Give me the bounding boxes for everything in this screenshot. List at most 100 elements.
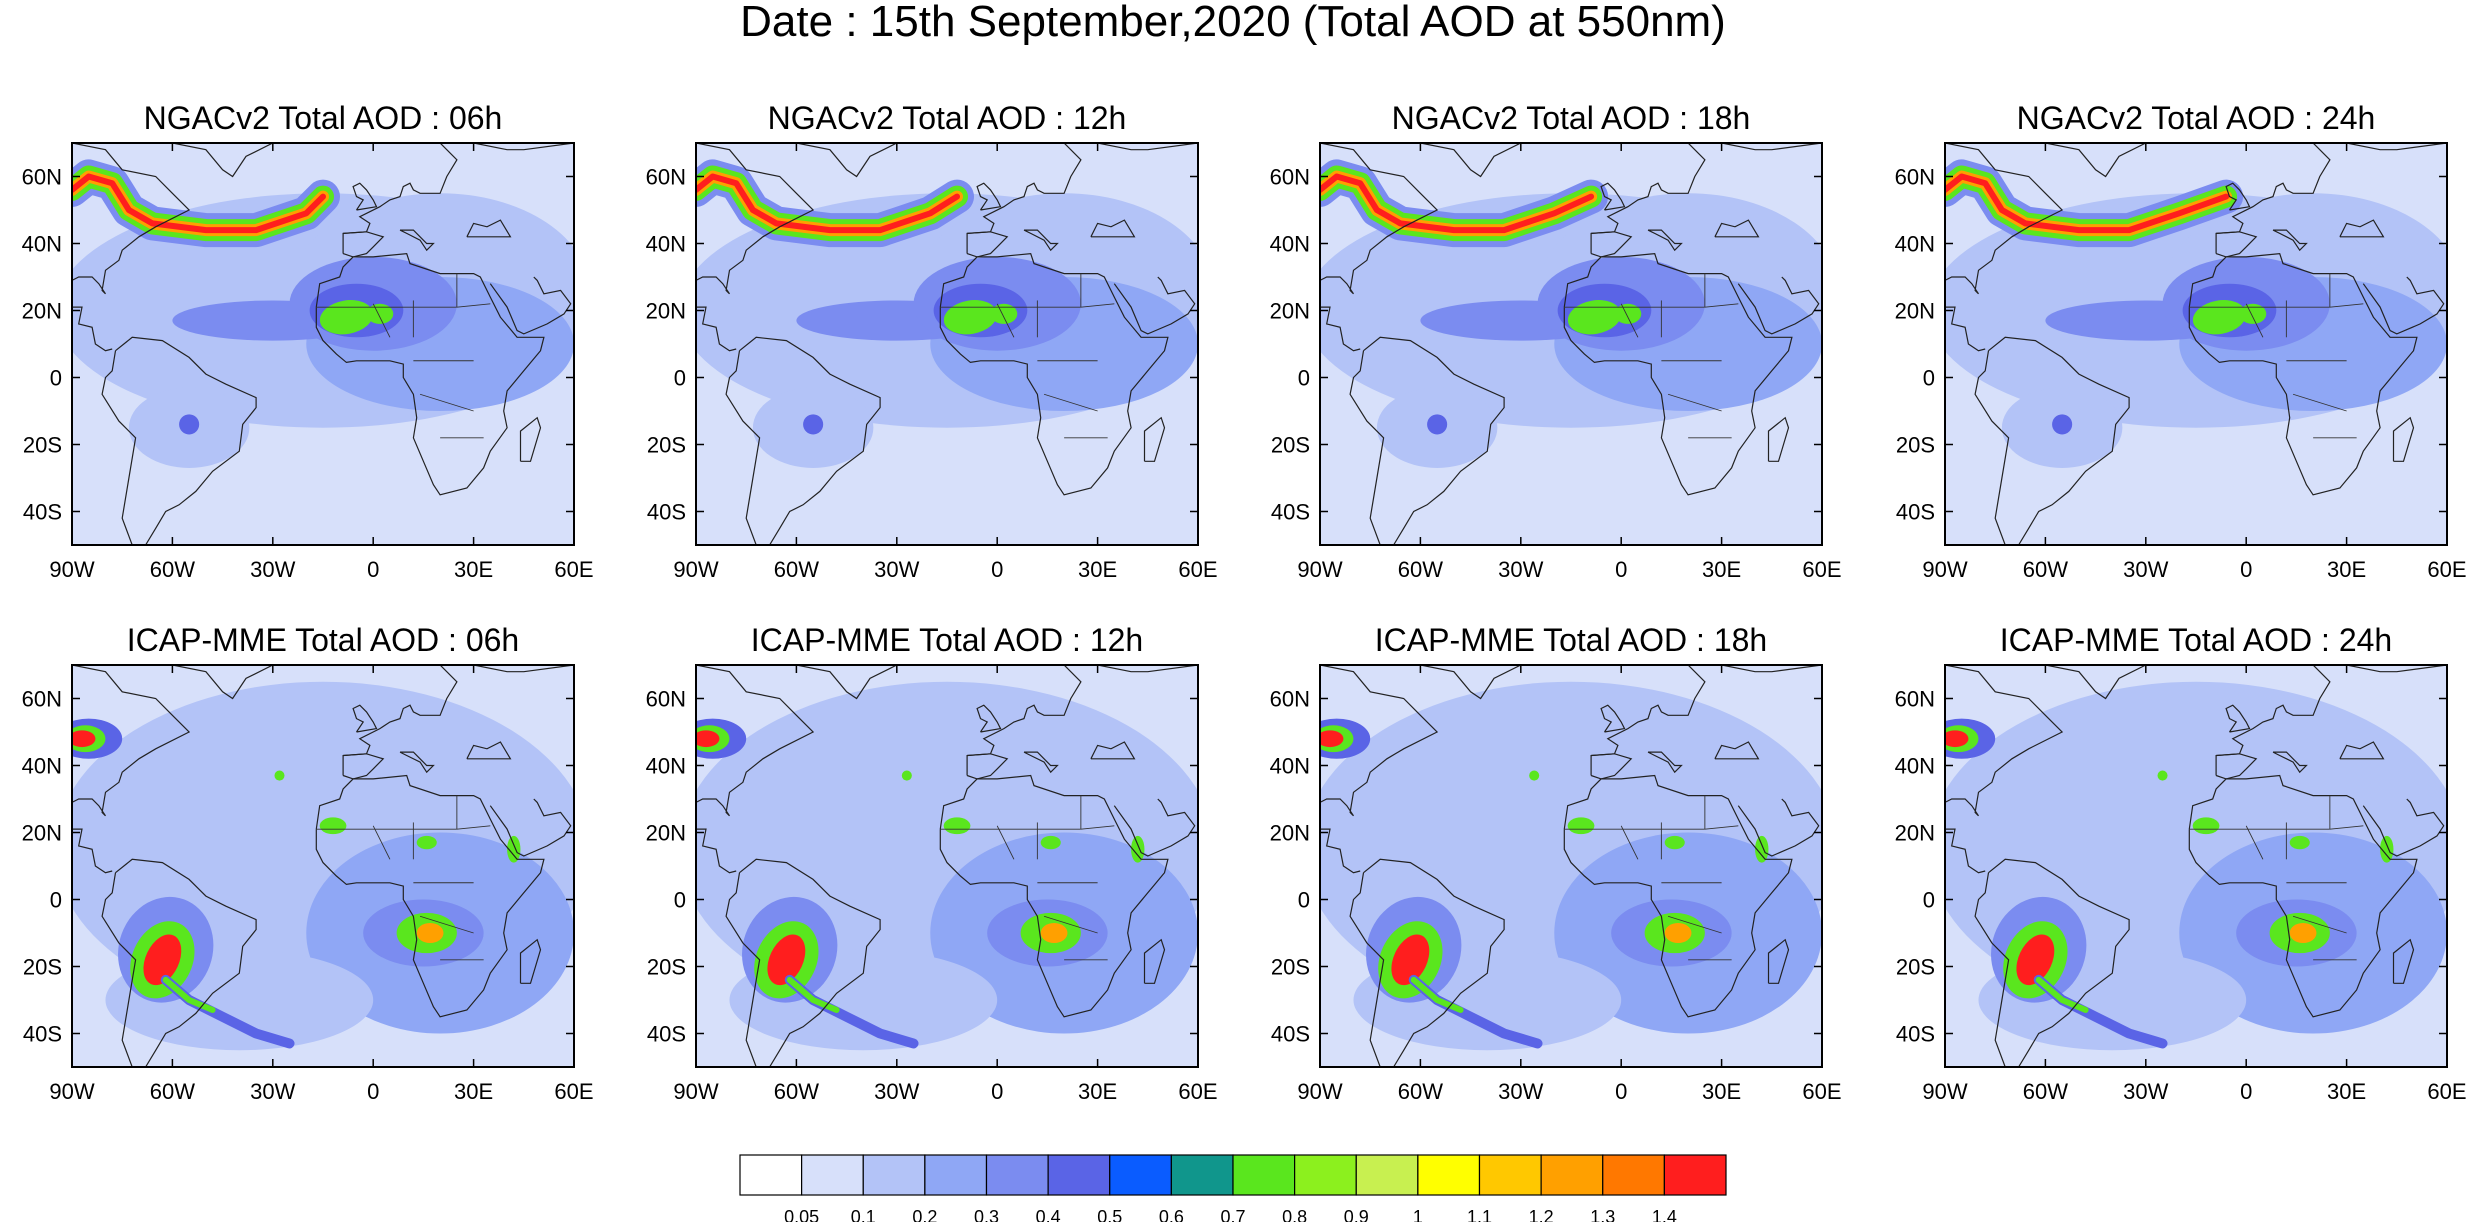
coastline-centralAmerica xyxy=(696,306,737,352)
colorbar-label: 0.1 xyxy=(851,1207,876,1222)
lon-label: 90W xyxy=(1297,557,1342,582)
coastline-madagascar xyxy=(1143,938,1166,984)
lon-label: 90W xyxy=(673,557,718,582)
lon-label: 60E xyxy=(1802,1079,1841,1104)
panel-title: NGACv2 Total AOD : 06h xyxy=(144,100,503,136)
lat-label: 20N xyxy=(646,299,686,324)
aod-plume xyxy=(696,173,960,234)
lon-label: 90W xyxy=(49,557,94,582)
colorbar-swatch xyxy=(1294,1154,1357,1196)
aod-blob xyxy=(2157,770,2168,781)
coastline-africa xyxy=(315,252,545,496)
lon-label: 0 xyxy=(1615,557,1627,582)
coastline-iberia xyxy=(1590,231,1633,258)
coastline-uk xyxy=(976,704,1002,733)
map-panel: 60N 40N 20N 0 20S 40S 90W 60W 30W 0 30E 60E NGACv2 T… xyxy=(646,100,1218,582)
coastline-southAmerica xyxy=(1974,858,2130,1067)
map-frame xyxy=(1319,664,1823,1068)
country-border xyxy=(2329,303,2364,308)
lat-label: 20N xyxy=(1895,821,1935,846)
country-border xyxy=(1043,393,1098,412)
colorbar-label: 1.3 xyxy=(1590,1207,1615,1222)
coastline-madagascar xyxy=(519,938,542,984)
aod-blob xyxy=(2016,934,2055,986)
coastline-arabia xyxy=(1737,276,1820,335)
aod-blob xyxy=(416,922,444,944)
lon-label: 60W xyxy=(2023,1079,2068,1104)
colorbar-label: 0.9 xyxy=(1344,1207,1369,1222)
aod-blob xyxy=(507,835,521,863)
lon-label: 60E xyxy=(1802,557,1841,582)
lon-label: 60W xyxy=(150,557,195,582)
coastline-greenland xyxy=(1420,665,1522,700)
lon-label: 60E xyxy=(554,557,593,582)
colorbar-label: 0.3 xyxy=(974,1207,999,1222)
coastline-africa xyxy=(2188,774,2418,1018)
lat-label: 20S xyxy=(1896,433,1935,458)
lat-label: 20N xyxy=(22,821,62,846)
coastline-iberia xyxy=(2215,753,2258,780)
aod-plume xyxy=(786,976,840,1013)
lat-label: 40S xyxy=(1896,500,1935,525)
aod-blob xyxy=(72,730,96,748)
coastline-madagascar xyxy=(1143,416,1166,462)
coastline-europe xyxy=(343,143,574,234)
colorbar: 0.05 0.1 0.2 0.3 0.4 0.5 0.6 0.7 0.8 0.9 1 1.1 1.2 1.… xyxy=(739,1154,1727,1222)
coastline-greenland xyxy=(1420,143,1522,178)
coastline-iberia xyxy=(966,753,1009,780)
lat-label: 40N xyxy=(1270,754,1310,779)
coastline-madagascar xyxy=(2392,416,2415,462)
lat-label: 40N xyxy=(1895,754,1935,779)
colorbar-label: 1.2 xyxy=(1529,1207,1554,1222)
lat-label: 0 xyxy=(50,888,62,913)
lat-label: 20S xyxy=(23,433,62,458)
coastline-northAmerica xyxy=(72,143,191,295)
lat-label: 20S xyxy=(1271,955,1310,980)
country-border xyxy=(1667,915,1722,934)
coastline-africa xyxy=(2188,252,2418,496)
aod-blob xyxy=(179,414,200,435)
aod-blob xyxy=(2289,835,2310,850)
aod-blob xyxy=(901,770,912,781)
coastline-iberia xyxy=(342,753,385,780)
lat-label: 20N xyxy=(22,299,62,324)
aod-blob xyxy=(2052,414,2073,435)
lat-label: 0 xyxy=(1298,888,1310,913)
colorbar-swatch xyxy=(985,1154,1049,1196)
coastline-arabia xyxy=(489,276,572,335)
coastline-blackSea xyxy=(1714,741,1760,760)
aod-blob xyxy=(1664,922,1692,944)
lon-label: 30W xyxy=(250,557,295,582)
lon-label: 60E xyxy=(1178,557,1217,582)
lat-label: 40N xyxy=(22,232,62,257)
map-frame xyxy=(71,664,575,1068)
lon-label: 0 xyxy=(2240,1079,2252,1104)
lon-label: 0 xyxy=(1615,1079,1627,1104)
map-panel: 60N 40N 20N 0 20S 40S 90W 60W 30W 0 30E 60E ICAP-MME… xyxy=(1895,622,2466,1104)
colorbar-swatch xyxy=(1602,1154,1665,1196)
country-border xyxy=(456,303,491,308)
country-border xyxy=(1620,825,1639,860)
coastline-northAmerica xyxy=(1945,143,2064,295)
lon-label: 60W xyxy=(150,1079,195,1104)
coastline-southAmerica xyxy=(725,336,881,545)
aod-blob xyxy=(980,444,1198,512)
map-frame xyxy=(695,142,1199,546)
coastline-greenland xyxy=(2045,143,2147,178)
aod-blob xyxy=(990,303,1018,324)
coastline-europe xyxy=(1591,143,1822,234)
coastline-northAmerica xyxy=(1320,665,1439,817)
lon-label: 30E xyxy=(454,1079,493,1104)
coastline-northAmerica xyxy=(72,665,191,817)
aod-blob xyxy=(2289,922,2317,944)
coastline-southAmerica xyxy=(1974,336,2130,545)
lat-label: 0 xyxy=(1298,366,1310,391)
coastline-southAmerica xyxy=(1349,336,1505,545)
lon-label: 90W xyxy=(1922,557,1967,582)
lat-label: 40N xyxy=(1270,232,1310,257)
aod-blob xyxy=(1529,770,1540,781)
aod-blob xyxy=(2192,817,2220,835)
coastline-arabia xyxy=(2362,798,2445,857)
country-border xyxy=(996,303,1015,338)
